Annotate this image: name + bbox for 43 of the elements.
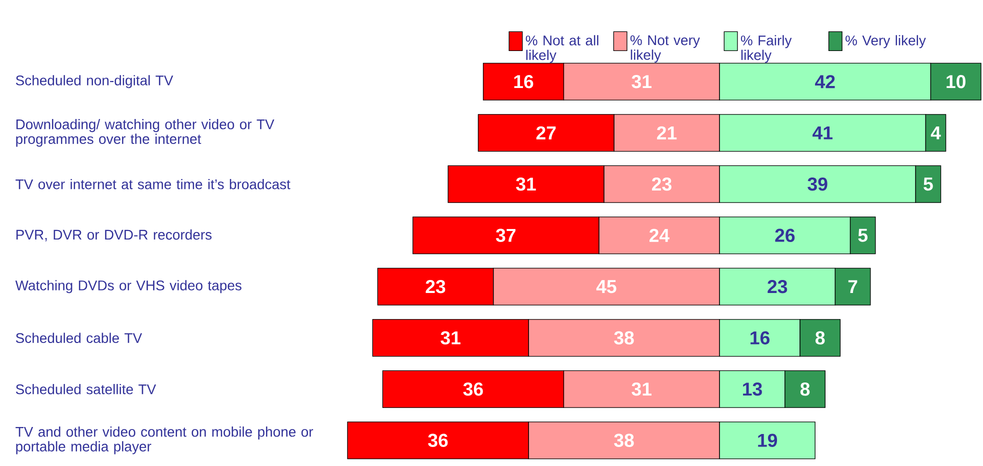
data-label: 41 — [812, 126, 832, 140]
data-label: 27 — [536, 126, 556, 140]
y-tick-label: Scheduled satellite TV — [16, 384, 156, 394]
data-label: 39 — [808, 177, 828, 191]
data-label: 21 — [657, 126, 677, 140]
data-label: 26 — [775, 228, 795, 242]
data-label: 31 — [632, 74, 652, 88]
y-tick-label: TV and other video content on mobile phone or portable media player — [16, 426, 314, 454]
data-label: 4 — [930, 126, 941, 140]
y-tick-label: Scheduled non-digital TV — [16, 75, 174, 88]
data-label: 7 — [848, 280, 858, 294]
legend-label: % Very likely — [846, 35, 926, 48]
data-label: 45 — [596, 280, 616, 294]
data-label: 8 — [816, 331, 825, 344]
legend-label: % Not at all likely — [526, 35, 598, 63]
data-label: 38 — [614, 331, 634, 344]
data-label: 16 — [514, 75, 534, 88]
data-label: 37 — [496, 228, 516, 242]
data-label: 36 — [463, 382, 483, 396]
data-label: 23 — [426, 280, 446, 294]
data-label: 13 — [743, 382, 762, 396]
legend-label: % Fairly likely — [740, 35, 792, 63]
data-label: 19 — [758, 434, 778, 447]
y-tick-label: Scheduled cable TV — [16, 332, 142, 344]
data-label: 23 — [768, 280, 788, 294]
data-label: 36 — [428, 434, 448, 447]
y-tick-label: PVR, DVR or DVD-R recorders — [16, 229, 212, 242]
data-label: 31 — [632, 382, 652, 396]
data-label: 38 — [614, 434, 634, 447]
data-label: 42 — [815, 75, 835, 88]
data-label: 5 — [858, 228, 868, 242]
data-label: 23 — [652, 177, 672, 191]
legend-label: % Not very likely — [630, 35, 700, 63]
data-label: 8 — [800, 382, 810, 396]
data-label: 16 — [750, 331, 770, 344]
data-label: 10 — [946, 75, 966, 88]
y-tick-label: Watching DVDs or VHS video tapes — [15, 280, 242, 294]
y-tick-label: Downloading/ watching other video or TV programmes over the internet — [16, 119, 274, 147]
data-label: 24 — [649, 228, 670, 242]
data-label: 5 — [924, 178, 933, 191]
data-label: 31 — [440, 331, 460, 344]
y-tick-label: TV over internet at same time it’s broadcast — [16, 178, 290, 190]
data-label: 31 — [516, 177, 536, 191]
